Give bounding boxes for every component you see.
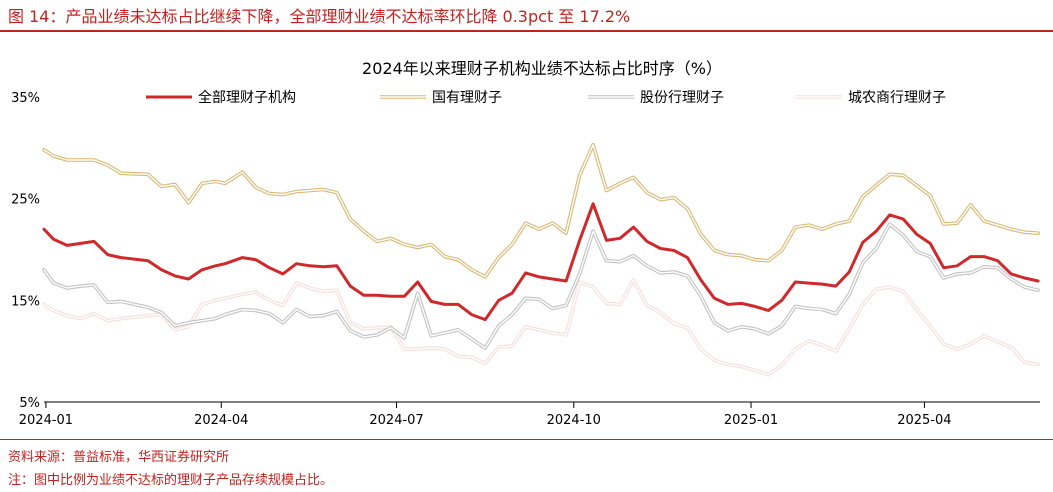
x-tick-label: 2025-04	[897, 413, 951, 428]
figure-caption: 产品业绩未达标占比继续下降，全部理财业绩不达标率环比降 0.3pct 至 17.…	[65, 7, 631, 26]
x-tick-label: 2024-10	[547, 413, 601, 428]
chart-area: 2024年以来理财子机构业绩不达标占比时序（%） 5% 15% 25% 35% 2024-…	[0, 44, 1053, 439]
y-tick-label: 25%	[11, 193, 40, 208]
x-tick-label: 2024-07	[369, 413, 423, 428]
chart-title: 2024年以来理财子机构业绩不达标占比时序（%）	[362, 59, 722, 78]
x-tick-label: 2024-01	[19, 413, 73, 428]
legend-label: 城农商行理财子	[848, 90, 946, 106]
y-tick-label: 15%	[11, 294, 40, 309]
legend-label: 全部理财子机构	[198, 89, 296, 106]
legend-label: 股份行理财子	[640, 90, 724, 106]
series-line	[43, 223, 1039, 349]
series-line	[43, 279, 1039, 376]
legend-label: 国有理财子	[432, 90, 502, 106]
footer-rule	[0, 439, 1053, 440]
footnote: 注：图中比例为业绩不达标的理财子产品存续规模占比。	[8, 473, 334, 488]
x-tick-label: 2025-01	[724, 413, 778, 428]
source-note: 资料来源：普益标准，华西证券研究所	[8, 450, 230, 465]
figure-header: 图 14：产品业绩未达标占比继续下降，全部理财业绩不达标率环比降 0.3pct …	[8, 3, 1048, 27]
x-tick-label: 2024-04	[194, 413, 248, 428]
figure-label: 图 14：	[8, 7, 66, 26]
series-line-outline	[42, 278, 1040, 377]
y-tick-label: 35%	[11, 91, 40, 106]
header-rule	[0, 30, 1053, 32]
series-line	[43, 144, 1039, 278]
line-chart: 2024年以来理财子机构业绩不达标占比时序（%） 5% 15% 25% 35% 2024-…	[11, 59, 1040, 428]
y-tick-label: 5%	[19, 396, 40, 411]
series-line-outline	[42, 143, 1040, 279]
series-line	[42, 202, 1040, 322]
